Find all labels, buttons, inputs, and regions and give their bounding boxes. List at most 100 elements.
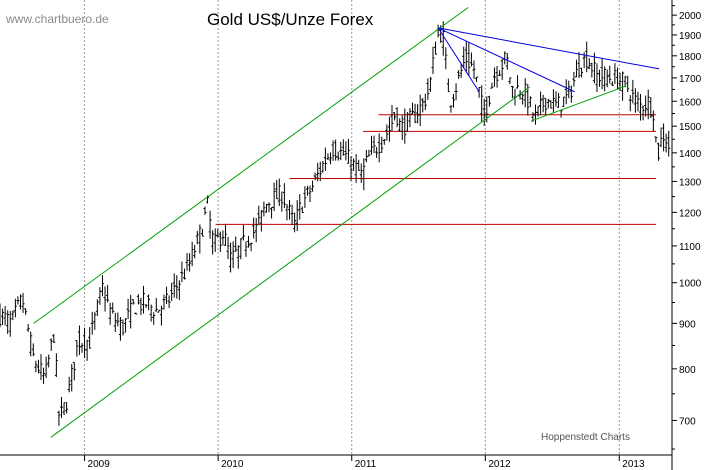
price-bar xyxy=(405,112,409,132)
price-bar xyxy=(49,338,53,351)
price-bar xyxy=(508,77,512,85)
price-bar xyxy=(313,172,317,181)
price-bar xyxy=(457,70,461,79)
x-axis-ticks: 2009 2010 2011 2012 2013 xyxy=(84,455,645,470)
price-bar xyxy=(408,108,412,128)
price-bar xyxy=(80,343,84,353)
price-bar xyxy=(272,182,276,212)
price-bar xyxy=(29,331,33,357)
x-tick-label-2011: 2011 xyxy=(355,459,377,470)
price-bar xyxy=(644,95,648,117)
y-tick-label-1400: 1400 xyxy=(679,149,702,160)
price-bar xyxy=(587,58,591,70)
price-bar xyxy=(231,241,235,269)
price-bar xyxy=(610,81,614,86)
credit-text: Hoppenstedt Charts xyxy=(541,432,630,443)
price-bar xyxy=(282,183,286,208)
price-bar xyxy=(341,139,345,156)
price-bar xyxy=(190,241,194,267)
price-bar xyxy=(285,203,289,221)
price-bar xyxy=(367,149,371,157)
price-bar xyxy=(498,70,502,76)
y-tick-label-800: 800 xyxy=(679,365,696,376)
price-bar xyxy=(362,158,366,191)
price-bar xyxy=(667,130,671,157)
price-bar xyxy=(316,162,320,182)
price-bar xyxy=(226,236,230,260)
price-bar xyxy=(54,353,58,378)
price-bar xyxy=(293,212,297,233)
price-bar xyxy=(592,52,596,84)
price-bar xyxy=(446,78,450,93)
price-bar xyxy=(8,310,12,337)
price-bar xyxy=(628,95,632,112)
price-bar xyxy=(472,60,476,79)
price-bar xyxy=(100,275,104,297)
watermark-text: www.chartbuero.de xyxy=(5,12,109,26)
price-bar xyxy=(239,238,243,260)
price-bar xyxy=(562,96,566,107)
price-bar xyxy=(580,67,584,78)
price-bar xyxy=(0,303,2,328)
price-bar xyxy=(144,304,148,309)
price-bar xyxy=(44,356,48,378)
price-bar xyxy=(577,52,581,78)
price-bar xyxy=(631,79,635,104)
price-bar xyxy=(398,118,402,132)
price-bar xyxy=(346,138,350,164)
price-bar xyxy=(492,67,496,87)
price-bar xyxy=(451,93,455,108)
y-tick-label-1300: 1300 xyxy=(679,177,702,188)
price-bar xyxy=(149,304,153,322)
price-bar xyxy=(1,308,5,326)
price-bar xyxy=(636,91,640,112)
price-bar xyxy=(136,294,140,305)
price-bar xyxy=(352,158,356,171)
price-bar xyxy=(551,89,555,113)
price-bar xyxy=(603,66,607,92)
price-bar xyxy=(288,200,292,220)
price-bar xyxy=(275,179,279,200)
price-bar xyxy=(88,327,92,349)
price-bar xyxy=(249,242,253,252)
price-bar xyxy=(244,241,248,257)
price-bar xyxy=(52,333,56,344)
price-bar xyxy=(482,98,486,126)
price-bar xyxy=(387,116,391,142)
price-bar xyxy=(267,202,271,213)
price-bar xyxy=(216,228,220,238)
price-bar xyxy=(195,230,199,245)
price-bar xyxy=(626,75,630,93)
price-bar xyxy=(395,107,399,128)
price-bar xyxy=(139,297,143,316)
price-bar xyxy=(234,236,238,252)
price-bar xyxy=(554,91,558,107)
price-bar xyxy=(175,275,179,299)
price-bar xyxy=(598,69,602,87)
price-bar xyxy=(495,65,499,88)
price-bar xyxy=(116,312,120,327)
price-bar xyxy=(13,298,17,318)
price-bar xyxy=(124,318,128,333)
price-bar xyxy=(129,294,133,329)
price-bars xyxy=(0,21,671,426)
price-bar xyxy=(165,286,169,304)
price-bar xyxy=(170,282,174,301)
price-bar xyxy=(382,139,386,145)
price-bar xyxy=(126,298,130,319)
price-bar xyxy=(480,85,484,122)
price-bar xyxy=(188,253,192,272)
price-bar xyxy=(72,361,76,381)
trend-lines xyxy=(33,7,660,438)
price-bar xyxy=(403,108,407,144)
price-bar xyxy=(147,294,151,311)
price-bar xyxy=(428,76,432,92)
price-bar xyxy=(490,82,494,89)
price-bar xyxy=(11,310,15,321)
price-bar xyxy=(544,97,548,116)
price-bar xyxy=(546,98,550,109)
price-bar xyxy=(36,359,40,374)
price-bar xyxy=(180,261,184,283)
price-bar xyxy=(131,299,135,305)
price-bar xyxy=(370,135,374,155)
